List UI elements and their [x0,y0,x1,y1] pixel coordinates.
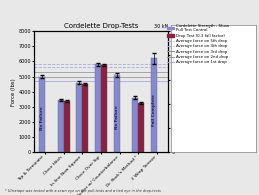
Y-axis label: Force (lbs): Force (lbs) [11,78,16,105]
Text: * Ultratape was tested with a sewn eye on the pull-tests and a tied eye in the d: * Ultratape was tested with a sewn eye o… [5,189,161,193]
Bar [57,100,64,152]
Bar [76,83,82,152]
Bar [64,101,70,152]
Bar [101,65,107,152]
Text: No Failure: No Failure [115,105,119,129]
Bar [114,75,120,152]
Text: 30 kN: 30 kN [154,24,168,29]
Bar [151,58,157,152]
Y-axis label: Fall Factor (g): Fall Factor (g) [179,74,184,110]
Bar [95,65,101,152]
Legend: Cordelette Strength - Show
Pull Test Control, Drop Test (0.3 fall factor), Avera: Cordelette Strength - Show Pull Test Con… [167,23,230,65]
Text: No Failure: No Failure [40,106,44,130]
Title: Cordelette Drop-Tests: Cordelette Drop-Tests [64,23,138,29]
Bar [132,98,138,152]
Bar [138,103,145,152]
Bar [82,84,88,152]
Text: Fall Complete: Fall Complete [152,94,156,126]
Bar [39,77,45,152]
